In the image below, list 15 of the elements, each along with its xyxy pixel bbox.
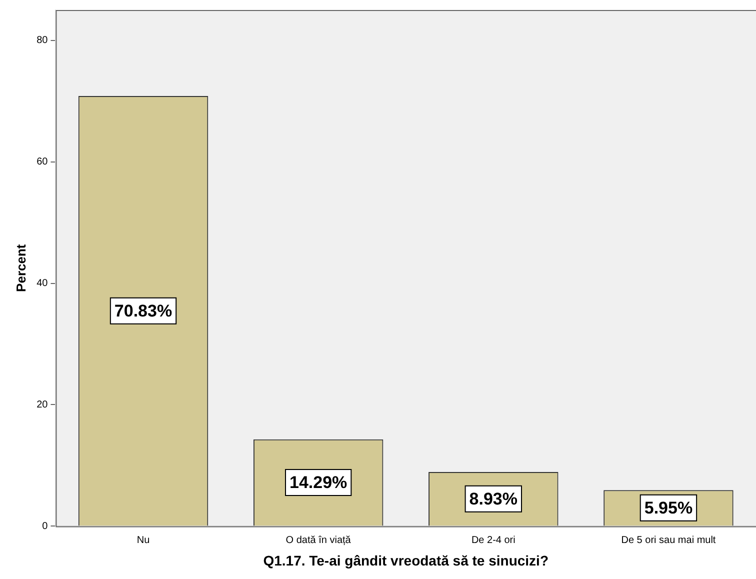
x-axis-title: Q1.17. Te-ai gândit vreodată să te sinucizi? bbox=[263, 552, 548, 568]
data-label: 5.95% bbox=[644, 498, 693, 518]
x-tick-label: Nu bbox=[136, 534, 150, 546]
y-axis-title: Percent bbox=[13, 244, 28, 292]
x-tick-label: De 2-4 ori bbox=[471, 534, 516, 546]
data-label: 70.83% bbox=[114, 302, 172, 321]
y-tick-label: 60 bbox=[36, 156, 48, 168]
data-label: 8.93% bbox=[469, 490, 518, 509]
x-tick-label: De 5 ori sau mai mult bbox=[621, 534, 716, 546]
data-label: 14.29% bbox=[289, 473, 348, 492]
y-tick-label: 20 bbox=[36, 399, 48, 410]
x-tick-label: O dată în viață bbox=[286, 534, 352, 546]
y-tick-label: 40 bbox=[36, 278, 48, 290]
y-tick-label: 80 bbox=[36, 35, 48, 46]
y-tick-label: 0 bbox=[42, 520, 48, 532]
